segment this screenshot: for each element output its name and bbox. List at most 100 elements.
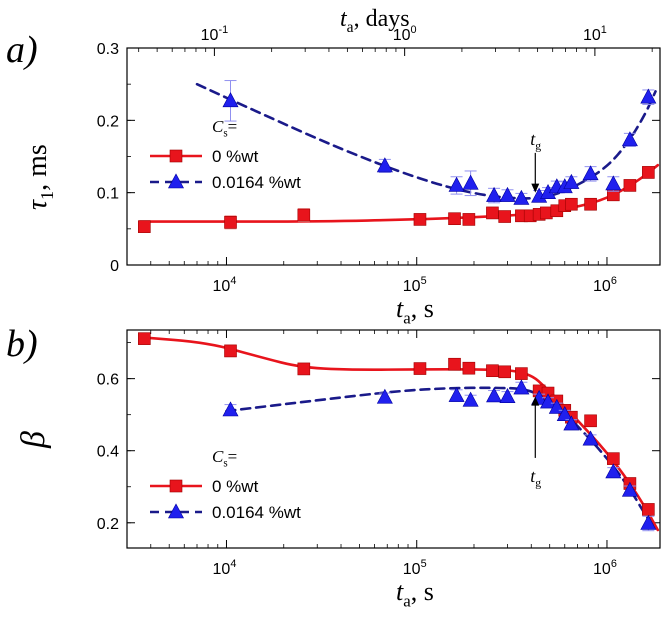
- data-point: [605, 463, 622, 479]
- legend-header-sub: s: [223, 127, 227, 139]
- x-axis-label-sub: a: [403, 592, 411, 611]
- data-point: [413, 362, 427, 375]
- x-tick-label: 105: [403, 558, 427, 578]
- x-axis-label-symbol: t: [396, 294, 404, 323]
- x-axis-label-symbol: t: [396, 577, 404, 606]
- data-point: [623, 179, 637, 192]
- data-point: [621, 481, 638, 497]
- y-axis-label: τ1, ms: [22, 144, 57, 210]
- x-tick-label-base: 10: [593, 561, 611, 578]
- legend-header-sub: s: [223, 457, 227, 469]
- data-point: [642, 166, 655, 179]
- data-point: [513, 379, 530, 395]
- data-point: [642, 503, 655, 516]
- data-point: [413, 213, 427, 226]
- tg-label: tg: [530, 129, 541, 153]
- data-point: [448, 357, 461, 371]
- x-tick-label-base: 10: [593, 278, 611, 295]
- x-axis-label-unit: , s: [411, 294, 434, 323]
- top-tick-label-base: 10: [583, 27, 601, 44]
- legend-header: Cs=: [212, 447, 237, 469]
- data-point: [486, 206, 499, 220]
- data-point: [582, 165, 599, 181]
- data-point: [486, 364, 499, 378]
- x-tick-label-exp: 4: [230, 275, 236, 287]
- data-point: [556, 406, 573, 421]
- plot-frame: [126, 47, 661, 266]
- data-point: [584, 197, 597, 211]
- fit-curve-red: [138, 335, 660, 532]
- x-tick-label: 105: [403, 275, 427, 295]
- data-point: [138, 332, 151, 345]
- data-point: [462, 361, 476, 375]
- x-tick-label-exp: 6: [611, 558, 617, 570]
- x-tick-label-base: 10: [403, 278, 421, 295]
- x-tick-label: 104: [213, 275, 237, 295]
- x-tick-label: 106: [593, 275, 617, 295]
- y-axis-label-symbol: τ: [22, 199, 53, 210]
- y-axis-label: β: [15, 431, 52, 449]
- data-point: [499, 388, 516, 403]
- data-point: [621, 131, 638, 147]
- data-point: [640, 88, 657, 104]
- data-point: [486, 387, 503, 403]
- data-point: [565, 197, 578, 211]
- tg-label-symbol: t: [530, 466, 536, 486]
- y-tick-label: 0.3: [97, 41, 119, 58]
- legend-marker: [169, 149, 183, 163]
- series-red: [138, 166, 655, 233]
- x-tick-label: 104: [213, 558, 237, 578]
- y-tick-label: 0.1: [97, 186, 119, 203]
- tg-arrow-head: [531, 183, 540, 193]
- data-point: [640, 514, 657, 530]
- data-point: [486, 186, 503, 202]
- data-point: [376, 157, 393, 173]
- data-point: [222, 401, 239, 417]
- data-point: [563, 173, 580, 189]
- x-tick-label-exp: 5: [421, 275, 427, 287]
- legend-marker: [167, 173, 185, 189]
- y-tick-label: 0.4: [97, 444, 119, 461]
- tg-label-sub: g: [535, 476, 541, 489]
- data-point: [540, 393, 557, 409]
- legend: Cs= 0 %wt 0.0164 %wt: [150, 117, 301, 192]
- legend-header-unit: =: [228, 447, 238, 466]
- series-blue: [222, 80, 657, 205]
- x-axis-label: ta, s: [396, 294, 434, 328]
- legend-entry: 0 %wt: [212, 477, 259, 496]
- x-tick-label-exp: 4: [230, 558, 236, 570]
- x-tick-label-base: 10: [213, 278, 231, 295]
- panel-label: b): [6, 323, 38, 365]
- x-axis-ticks: [126, 330, 608, 548]
- x-axis-label-sub: a: [403, 309, 411, 328]
- data-point: [448, 176, 465, 192]
- data-point: [513, 189, 530, 205]
- top-tick-label-exp: 0: [411, 24, 417, 36]
- x-tick-label-base: 10: [213, 561, 231, 578]
- y-tick-label: 0.2: [97, 113, 119, 130]
- legend-marker: [169, 479, 183, 493]
- data-point: [222, 92, 239, 108]
- y-tick-label: 0.2: [97, 516, 119, 533]
- panel-label: a): [6, 29, 38, 71]
- tg-label-sub: g: [535, 139, 541, 152]
- tg-arrow-head: [531, 396, 540, 406]
- x-tick-label-exp: 5: [421, 558, 427, 570]
- top-axis-label: ta, days: [340, 6, 410, 36]
- data-point: [376, 388, 393, 404]
- x-tick-label: 106: [593, 558, 617, 578]
- top-tick-label: 10-1: [201, 24, 228, 44]
- x-tick-label-exp: 6: [611, 275, 617, 287]
- data-point: [448, 386, 465, 402]
- data-point: [462, 391, 479, 407]
- series-blue: [222, 379, 657, 532]
- fit-curve-blue: [225, 386, 655, 528]
- y-axis-label-unit: , ms: [22, 144, 53, 191]
- y-tick-label: 0: [110, 258, 119, 275]
- top-axis-label-symbol: t: [340, 6, 348, 32]
- x-tick-label-base: 10: [403, 561, 421, 578]
- top-axis-label-sub: a: [347, 19, 354, 36]
